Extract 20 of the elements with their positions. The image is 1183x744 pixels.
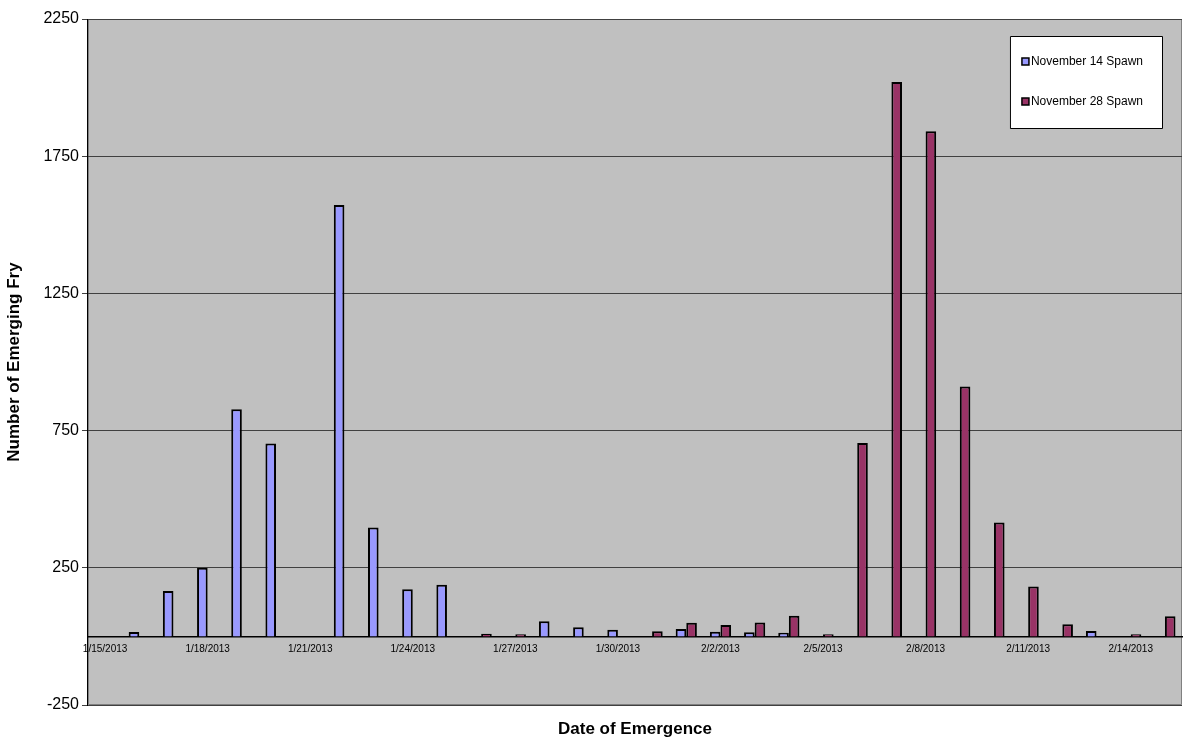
x-tick-label: 1/18/2013 bbox=[185, 643, 231, 655]
x-tick-label: 2/5/2013 bbox=[803, 643, 843, 655]
y-axis-title: Number of Emerging Fry bbox=[3, 261, 23, 462]
y-tick-label: -250 bbox=[46, 695, 80, 713]
x-tick-label: 1/30/2013 bbox=[595, 643, 641, 655]
x-tick-label: 2/14/2013 bbox=[1108, 643, 1154, 655]
x-tick-label: 2/11/2013 bbox=[1006, 643, 1051, 655]
y-tick-label: 2250 bbox=[43, 9, 80, 27]
y-tick-label: 1750 bbox=[43, 146, 80, 164]
x-tick-label: 1/24/2013 bbox=[390, 643, 436, 655]
x-axis-title: Date of Emergence bbox=[558, 718, 712, 738]
y-tick-label: 250 bbox=[52, 558, 80, 576]
x-tick-label: 2/2/2013 bbox=[701, 643, 741, 655]
x-tick-label: 2/8/2013 bbox=[906, 643, 946, 655]
legend-label: November 28 Spawn bbox=[1030, 94, 1143, 109]
legend-label: November 14 Spawn bbox=[1030, 54, 1143, 69]
y-tick-label: 1250 bbox=[43, 283, 80, 301]
x-tick-label: 1/27/2013 bbox=[493, 643, 539, 655]
y-tick-label: 750 bbox=[52, 421, 80, 439]
x-tick-label: 1/21/2013 bbox=[287, 643, 333, 655]
